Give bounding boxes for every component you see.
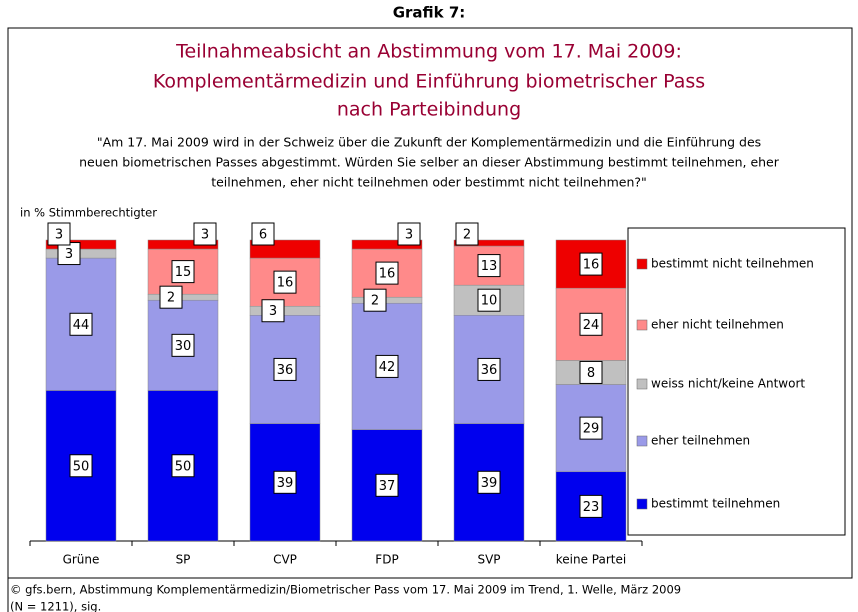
data-label: 3 — [269, 304, 277, 319]
bar-segment — [147, 239, 219, 250]
data-label: 29 — [583, 422, 600, 437]
data-label: 3 — [201, 228, 209, 243]
data-label: 44 — [73, 318, 90, 333]
legend-swatch — [636, 498, 648, 510]
data-label: 39 — [277, 476, 294, 491]
footer-line: (N = 1211), sig. — [10, 600, 101, 612]
x-tick-label: SVP — [477, 553, 500, 567]
data-label-box — [477, 470, 501, 494]
heading: Grafik 7: — [393, 4, 466, 22]
x-tick-label: FDP — [375, 553, 398, 567]
title-line: Teilnahmeabsicht an Abstimmung vom 17. M… — [175, 41, 682, 63]
data-label-box — [455, 222, 479, 246]
data-label-box — [171, 260, 195, 284]
data-label: 8 — [587, 366, 595, 381]
data-label: 42 — [379, 360, 396, 375]
x-tick-label: CVP — [273, 553, 297, 567]
legend-swatch — [636, 378, 648, 390]
data-label: 3 — [405, 228, 413, 243]
data-label-box — [477, 254, 501, 278]
x-tick-label: Grüne — [63, 553, 100, 567]
legend-label: eher teilnehmen — [651, 434, 750, 448]
data-label-box — [69, 312, 93, 336]
legend-swatch — [636, 258, 648, 270]
data-label: 16 — [583, 258, 600, 273]
data-label: 2 — [463, 228, 471, 243]
data-label-box — [477, 288, 501, 312]
title-line: nach Parteibindung — [337, 99, 521, 121]
subtitle-line: neuen biometrischen Passes abgestimmt. W… — [79, 155, 780, 170]
legend-swatch — [636, 319, 648, 331]
data-label: 37 — [379, 479, 396, 494]
data-label-box — [579, 252, 603, 276]
bar-segment — [147, 293, 219, 301]
data-label: 24 — [583, 318, 600, 333]
x-tick-label: keine Partei — [556, 553, 626, 567]
data-label-box — [363, 288, 387, 312]
data-label: 50 — [73, 459, 90, 474]
data-label: 50 — [175, 459, 192, 474]
legend-label: eher nicht teilnehmen — [651, 318, 784, 332]
subtitle-line: "Am 17. Mai 2009 wird in der Schweiz übe… — [97, 135, 761, 150]
frame — [7, 27, 853, 612]
data-label-box — [69, 454, 93, 478]
data-label: 3 — [55, 228, 63, 243]
data-label-box — [579, 494, 603, 518]
data-label: 2 — [167, 291, 175, 306]
data-label-box — [261, 299, 285, 323]
data-label: 39 — [481, 476, 498, 491]
data-label-box — [375, 473, 399, 497]
bar-segment — [249, 305, 321, 316]
data-label: 36 — [481, 363, 498, 378]
data-label: 16 — [379, 267, 396, 282]
data-label-box — [579, 416, 603, 440]
data-label-box — [273, 270, 297, 294]
bar-segment — [45, 239, 117, 250]
data-label-box — [171, 454, 195, 478]
x-tick-label: SP — [176, 553, 191, 567]
data-label-box — [273, 357, 297, 381]
legend-label: bestimmt nicht teilnehmen — [651, 257, 814, 271]
subtitle-line: teilnehmen, eher nicht teilnehmen oder b… — [211, 175, 647, 190]
data-label: 15 — [175, 265, 192, 280]
bar-segment — [453, 239, 525, 247]
title-line: Komplementärmedizin und Einführung biome… — [153, 71, 705, 93]
data-label: 23 — [583, 500, 600, 515]
bar-segment — [351, 239, 423, 250]
data-label-box — [579, 360, 603, 384]
data-label: 16 — [277, 276, 294, 291]
data-label-box — [159, 285, 183, 309]
footer-line: © gfs.bern, Abstimmung Komplementärmediz… — [10, 583, 681, 597]
data-label: 6 — [259, 228, 267, 243]
data-label-box — [273, 470, 297, 494]
y-axis-label: in % Stimmberechtigter — [20, 206, 157, 220]
data-label-box — [397, 222, 421, 246]
legend-swatch — [636, 435, 648, 447]
data-label-box — [171, 333, 195, 357]
data-label: 3 — [65, 247, 73, 262]
data-label-box — [251, 222, 275, 246]
data-label-box — [375, 354, 399, 378]
legend-box — [627, 227, 846, 536]
legend-label: weiss nicht/keine Antwort — [651, 377, 805, 391]
bar-segment — [45, 248, 117, 259]
data-label-box — [375, 261, 399, 285]
legend-label: bestimmt teilnehmen — [651, 497, 780, 511]
data-label: 30 — [175, 339, 192, 354]
data-label: 36 — [277, 363, 294, 378]
data-label: 13 — [481, 259, 498, 274]
data-label-box — [579, 312, 603, 336]
data-label-box — [193, 222, 217, 246]
bar-segment — [351, 296, 423, 304]
data-label: 10 — [481, 294, 498, 309]
data-label: 2 — [371, 294, 379, 309]
data-label-box — [477, 357, 501, 381]
data-label-box — [47, 222, 71, 246]
